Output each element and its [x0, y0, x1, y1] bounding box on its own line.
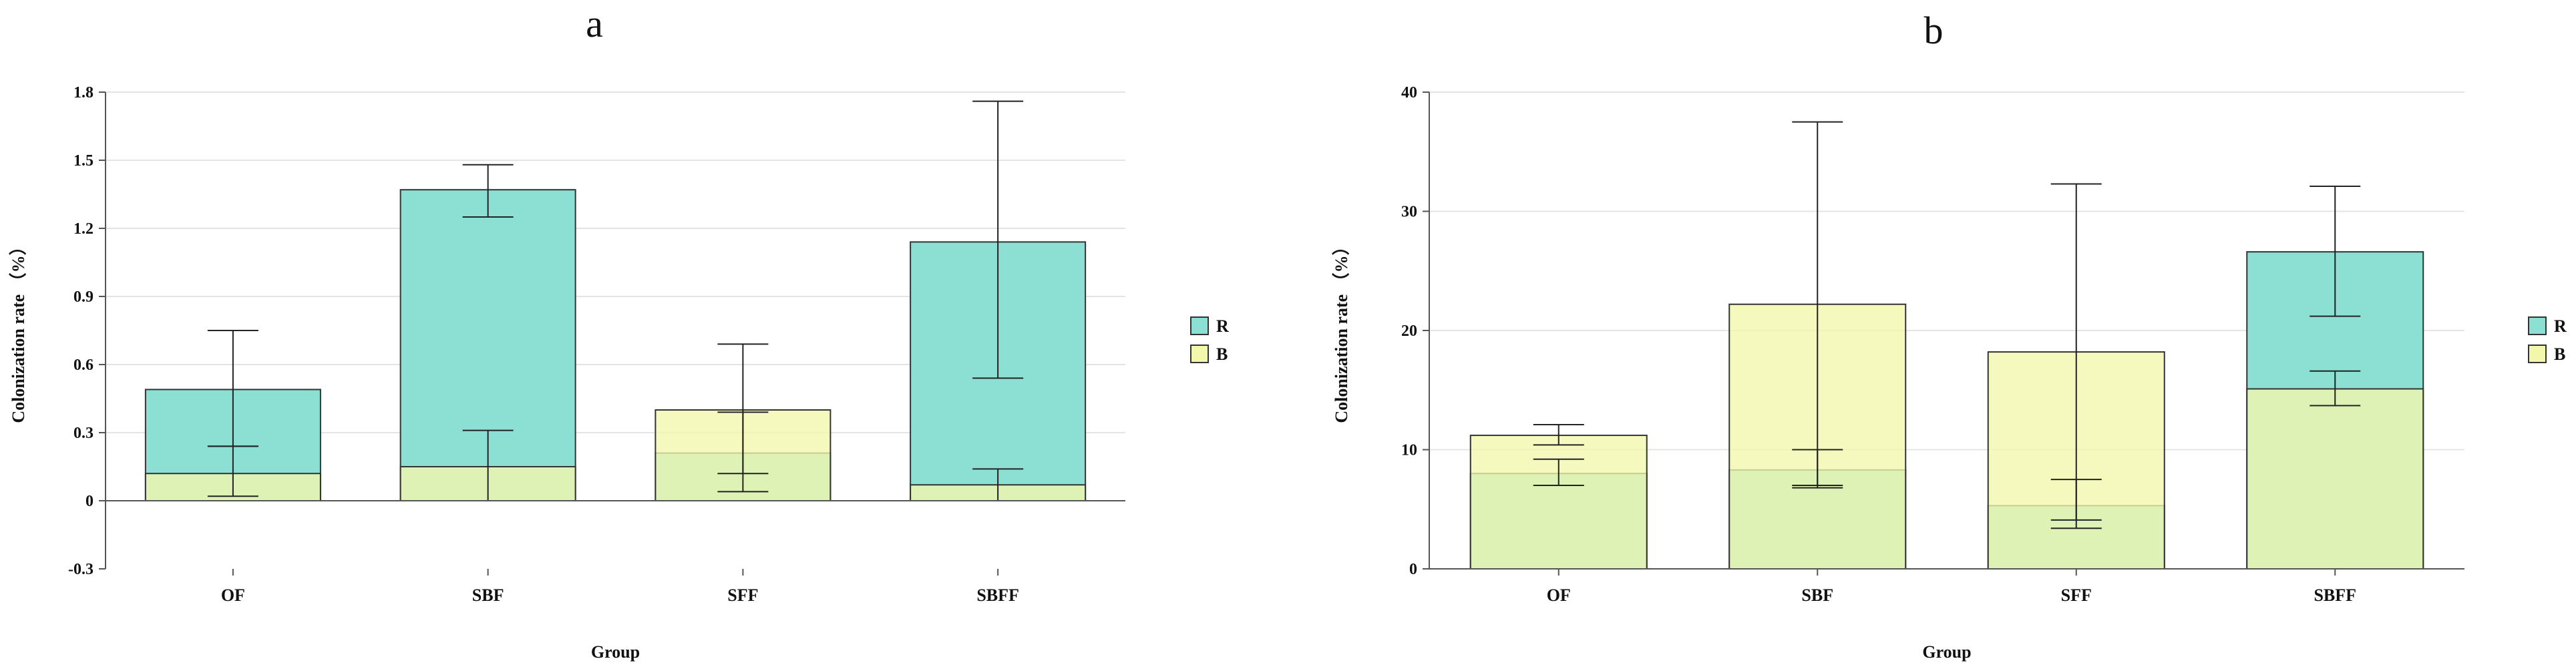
chart-panel-b: b 0 10 20 30 40 OF SBF SFF SBFF Group Colonization …: [1332, 9, 2567, 662]
legend-swatch-R: [1190, 316, 1209, 335]
x-category-label: SBF: [1801, 586, 1833, 605]
x-category-label: SFF: [2061, 586, 2092, 605]
y-tick-label: 0: [85, 493, 94, 510]
legend-label-R: R: [1216, 316, 1229, 336]
x-axis-title: Group: [591, 642, 640, 662]
y-tick-label: 20: [1401, 322, 1417, 340]
x-category-label: SBFF: [976, 586, 1019, 605]
y-tick-label: 0.6: [73, 357, 94, 374]
legend-label-R: R: [2554, 316, 2567, 336]
legend-swatch-B: [1190, 345, 1209, 363]
legend-label-B: B: [1216, 345, 1228, 364]
x-category-label: OF: [1547, 586, 1571, 605]
x-category-label: SBF: [472, 586, 504, 605]
bar-B-SBFF: [2246, 388, 2424, 570]
x-category-label: SFF: [727, 586, 758, 605]
legend-label-B: B: [2554, 345, 2565, 364]
y-tick-label: -0.3: [68, 561, 94, 578]
y-tick-label: 1.2: [73, 220, 94, 238]
y-tick-label: 0.9: [73, 288, 94, 306]
chart-title: b: [1924, 9, 1944, 52]
bar-B-OF: [1469, 435, 1648, 570]
legend-swatch-R: [2528, 316, 2547, 335]
y-tick-label: 10: [1401, 442, 1417, 459]
y-axis-title: Colonization rate （%）: [9, 238, 28, 423]
chart-title: a: [586, 2, 603, 45]
y-axis-title: Colonization rate （%）: [1332, 238, 1351, 423]
y-tick-label: 0.3: [73, 425, 94, 442]
y-tick-label: 30: [1401, 204, 1417, 221]
x-category-label: OF: [221, 586, 245, 605]
y-tick-label: 0: [1409, 561, 1417, 578]
legend-swatch-B: [2528, 345, 2547, 363]
y-tick-label: 40: [1401, 84, 1417, 101]
x-axis-title: Group: [1922, 642, 1971, 662]
chart-panel-a: a -0.3 0 0.3 0.6 0.9 1.2 1.5 1.8 OF SBF SFF SBFF Grou…: [9, 2, 1229, 662]
y-tick-label: 1.8: [73, 84, 94, 101]
x-category-label: SBFF: [2314, 586, 2356, 605]
y-tick-label: 1.5: [73, 152, 94, 170]
